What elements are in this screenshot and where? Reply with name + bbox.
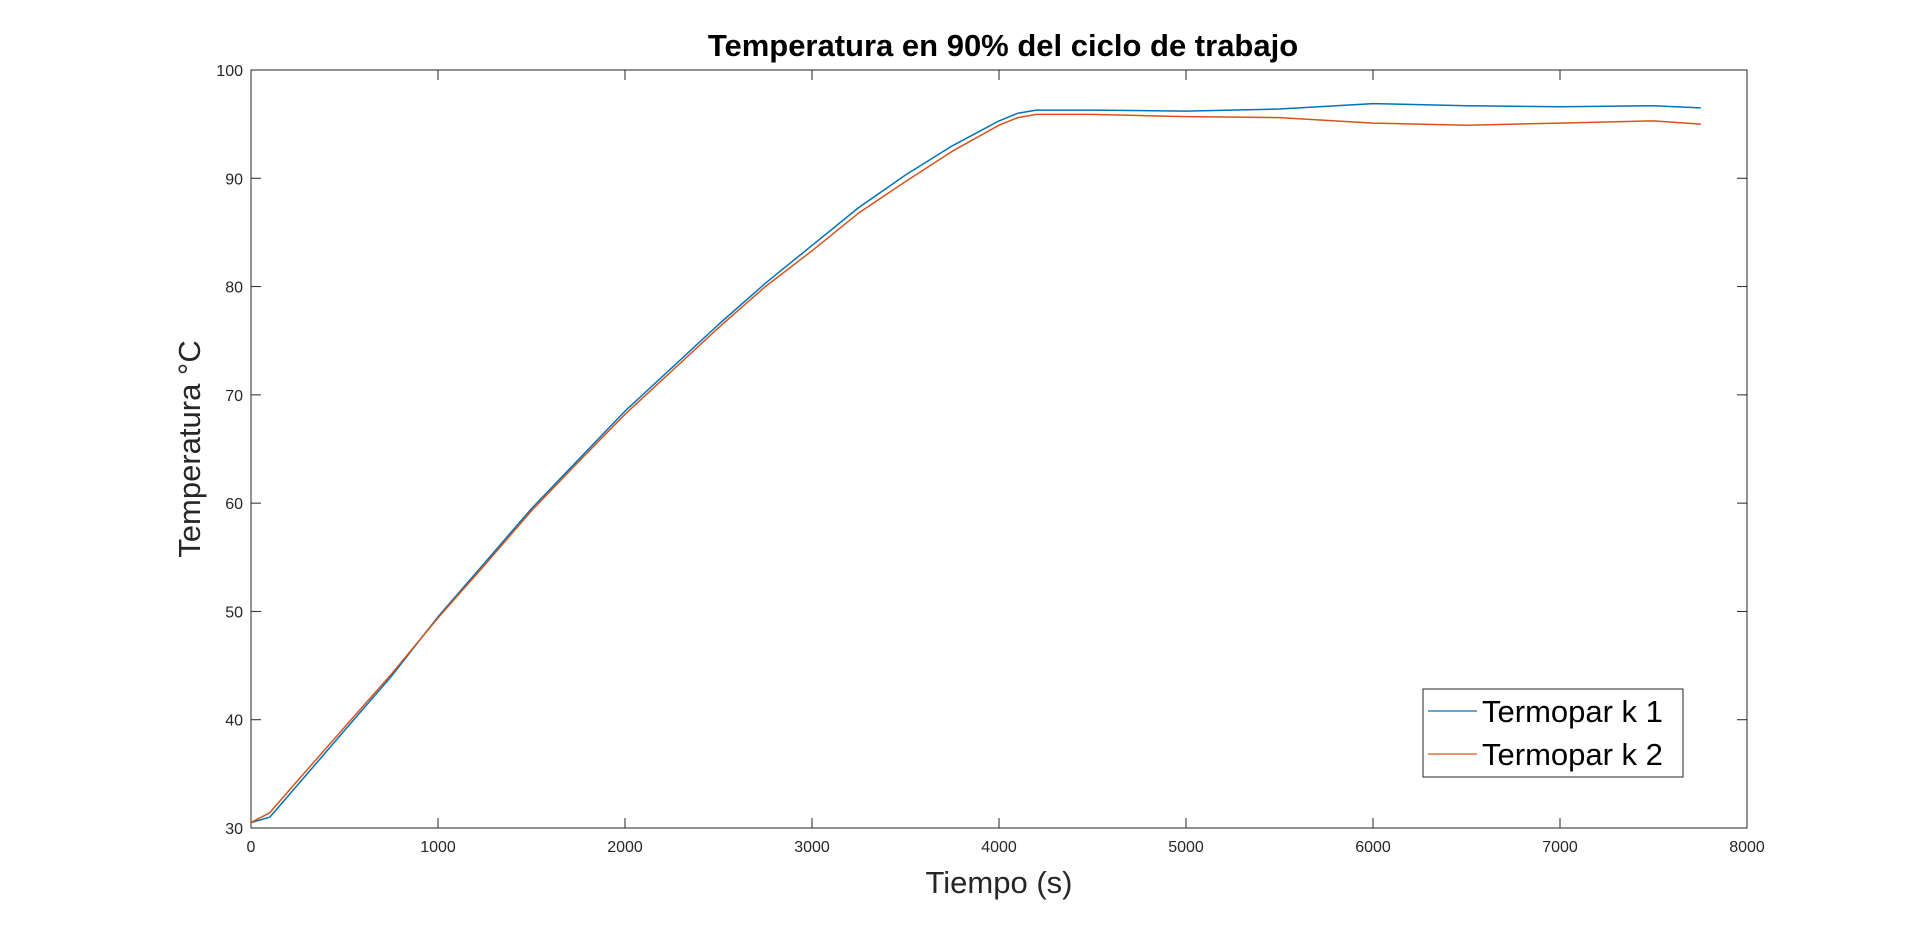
x-axis-label: Tiempo (s)	[926, 865, 1073, 900]
x-tick-label: 8000	[1729, 839, 1765, 856]
x-axis-ticks: 0 1000 2000 3000 4000 5000 6000 7000 8000	[247, 70, 1765, 856]
y-tick-label: 50	[225, 604, 243, 621]
x-tick-label: 7000	[1542, 839, 1578, 856]
y-tick-label: 30	[225, 821, 243, 838]
x-tick-label: 3000	[794, 839, 830, 856]
series-line-termopar-k-2	[250, 113, 1702, 824]
x-tick-label: 6000	[1355, 839, 1391, 856]
legend: Termopar k 1 Termopar k 2	[1422, 688, 1684, 778]
y-tick-label: 40	[225, 713, 243, 730]
y-tick-label: 70	[225, 388, 243, 405]
y-tick-label: 90	[225, 171, 243, 188]
y-axis-label: Temperatura °C	[172, 340, 207, 557]
legend-label-termopar-k-2: Termopar k 2	[1482, 737, 1663, 772]
chart-title: Temperatura en 90% del ciclo de trabajo	[708, 28, 1298, 63]
y-tick-label: 60	[225, 496, 243, 513]
legend-box	[1422, 688, 1684, 778]
y-axis-ticks: 30 40 50 60 70 80 90 100	[216, 63, 1747, 838]
series-layer	[250, 102, 1702, 824]
y-tick-label: 100	[216, 63, 243, 80]
legend-label-termopar-k-1: Termopar k 1	[1482, 694, 1663, 729]
y-tick-label: 80	[225, 280, 243, 297]
x-tick-label: 4000	[981, 839, 1017, 856]
x-tick-label: 1000	[420, 839, 456, 856]
x-tick-label: 0	[247, 839, 256, 856]
x-tick-label: 2000	[607, 839, 643, 856]
x-tick-label: 5000	[1168, 839, 1204, 856]
